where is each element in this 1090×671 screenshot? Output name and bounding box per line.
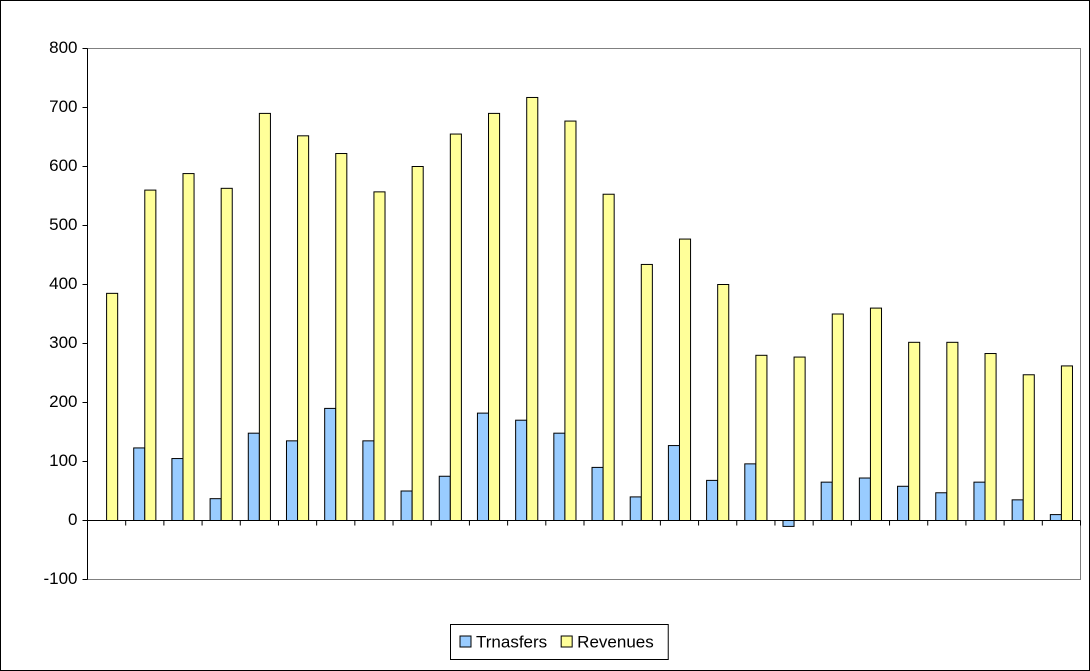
bar — [1060, 365, 1073, 522]
bar — [591, 466, 604, 521]
bar — [629, 496, 642, 521]
legend-label: Revenues — [577, 632, 654, 651]
bar — [373, 191, 386, 521]
bar — [831, 313, 844, 521]
bar — [717, 284, 730, 521]
bar — [1011, 499, 1024, 522]
bar — [400, 490, 413, 521]
bar — [564, 120, 577, 521]
legend-box — [450, 624, 669, 660]
legend: Trnasfers Revenues — [450, 624, 669, 660]
y-tick-label: 600 — [49, 156, 77, 175]
bar — [297, 135, 310, 521]
bar — [908, 341, 921, 521]
bar — [858, 477, 871, 521]
bar — [640, 263, 653, 521]
y-tick-label: 800 — [49, 38, 77, 57]
y-tick-label: 300 — [49, 333, 77, 352]
bar — [133, 447, 146, 521]
bar — [247, 432, 260, 521]
bar — [667, 445, 680, 522]
bar — [793, 356, 806, 521]
bar — [1049, 514, 1062, 521]
bar — [220, 187, 233, 522]
bar — [258, 112, 271, 522]
bar — [820, 481, 833, 521]
y-tick-label: -100 — [43, 569, 77, 588]
bar — [897, 485, 910, 521]
y-tick-label: 400 — [49, 274, 77, 293]
y-tick-label: 500 — [49, 215, 77, 234]
bar — [515, 419, 528, 522]
bar — [706, 479, 719, 522]
bar — [362, 440, 375, 522]
bar — [182, 173, 195, 522]
bar — [946, 341, 959, 521]
bar — [973, 481, 986, 521]
bar — [1022, 374, 1035, 521]
bar — [209, 498, 222, 522]
bar — [782, 520, 795, 527]
legend-swatch — [459, 635, 472, 648]
bar — [755, 354, 768, 521]
bar — [602, 193, 615, 521]
legend-swatch — [560, 635, 573, 648]
bar — [678, 238, 692, 521]
y-tick-label: 100 — [49, 451, 77, 470]
bar — [744, 463, 757, 521]
bar — [106, 292, 119, 521]
bar — [935, 492, 948, 521]
bar — [984, 353, 997, 521]
bar — [324, 407, 337, 521]
legend-label: Trnasfers — [476, 632, 547, 651]
y-tick-label: 700 — [49, 97, 77, 116]
y-tick-label: 200 — [49, 392, 77, 411]
bar — [335, 153, 348, 522]
bar — [171, 458, 184, 521]
bar — [144, 189, 157, 521]
bar — [438, 475, 451, 521]
bar — [476, 412, 490, 521]
bar — [869, 307, 883, 521]
bar — [526, 96, 539, 521]
bar — [553, 432, 566, 521]
bar — [411, 166, 424, 521]
bar — [488, 112, 501, 522]
bar — [285, 440, 299, 522]
bar — [449, 133, 462, 522]
y-tick-label: 0 — [68, 510, 77, 529]
